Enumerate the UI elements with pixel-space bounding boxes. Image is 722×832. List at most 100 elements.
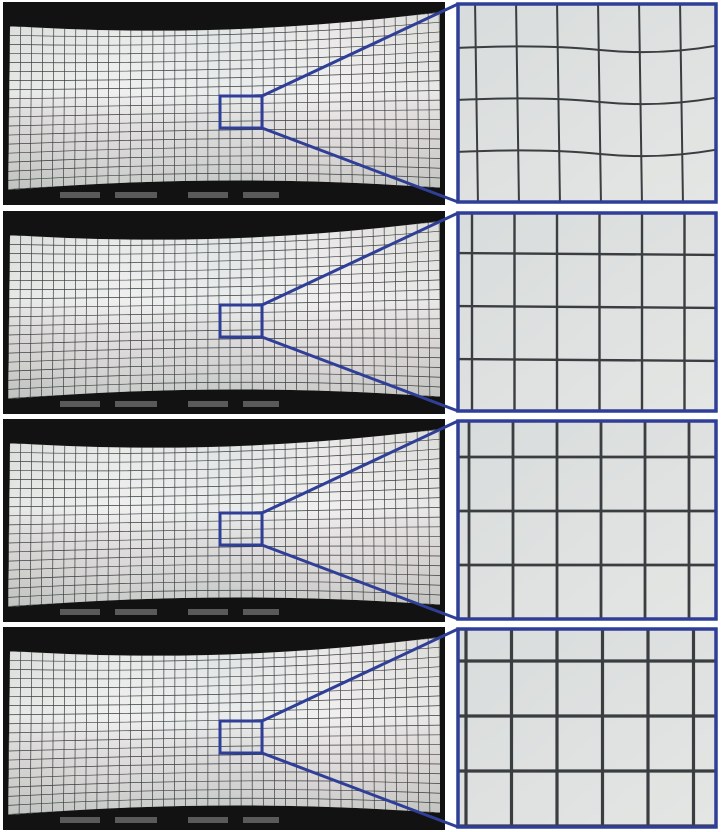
grid-line [8,457,440,472]
grid-line [8,438,440,454]
grid-line [8,762,440,770]
grid-line [8,487,440,499]
grid-line [438,221,440,399]
grid-line [8,364,440,373]
grid-line [8,60,440,72]
grid-line [8,328,440,336]
grid-line [458,304,716,310]
grid-line [8,355,440,363]
zoom-connector [261,627,459,723]
grid-line [163,221,165,399]
grid-line [8,31,440,46]
grid-line [8,536,440,544]
grid-line [8,269,440,281]
grid-line [85,429,88,607]
zoom-connector [261,126,459,204]
grid-line [163,429,165,607]
grid-line [40,637,44,815]
grid-line [51,221,55,399]
grid-line [427,221,431,399]
grid-line [8,771,440,779]
grid-line [29,637,33,815]
stand [60,192,100,198]
grid-line [151,221,154,399]
grid-line [328,637,331,815]
zoom-border [456,211,718,413]
grid-line [85,12,88,190]
stand [188,817,228,823]
grid-line [8,705,440,716]
grid-line [284,429,286,607]
grid-line [29,429,33,607]
grid-line [174,429,176,607]
grid-line [51,12,55,190]
screen-grid [8,12,440,190]
zoom-region [218,303,264,339]
grid-line [350,637,353,815]
grid-line [8,80,440,91]
stand [243,817,279,823]
grid-line [8,780,440,789]
grid-line [8,146,440,154]
grid-line [85,637,88,815]
stand [243,192,279,198]
panel-row [3,2,718,205]
grid-line [129,221,132,399]
panel-row [3,419,718,622]
grid-line [438,429,440,607]
grid-line [129,12,132,190]
grid-line [8,279,440,291]
stand [115,401,157,407]
grid-line [8,155,440,164]
grid-line [416,429,420,607]
grid-line [8,289,440,300]
grid-line [107,221,110,399]
grid-line [8,128,440,136]
grid-line [8,70,440,82]
grid-line [350,12,353,190]
grid-line [8,516,440,526]
grid-line [8,337,440,345]
grid-line [458,148,716,158]
grid-line [8,164,440,173]
grid-line [129,637,132,815]
grid-line [151,429,154,607]
grid-line [427,429,431,607]
grid-line [8,744,440,752]
grid-line [40,12,44,190]
grid-line [140,12,143,190]
grid-line [416,221,420,399]
screen-shade [8,429,440,607]
grid-line [8,656,440,671]
grid-line [174,221,176,399]
grid-line [74,637,77,815]
grid-line [458,357,716,363]
panel-row [3,627,718,830]
grid-line [8,308,440,318]
grid-line [328,429,331,607]
grid-line [8,497,440,508]
grid-line [74,12,77,190]
zoom-connector [261,543,459,621]
grid-line [140,637,143,815]
grid-line [458,251,716,257]
grid-line [107,12,110,190]
grid-line [597,4,602,202]
grid-line [556,4,561,202]
grid-line [8,724,440,734]
grid-line [8,21,440,37]
grid-line [63,221,66,399]
grid-line [29,12,33,190]
zoom-region [218,94,264,130]
grid-line [8,249,440,264]
grid-line [8,373,440,382]
grid-line [416,12,420,190]
grid-line [427,12,431,190]
grid-line [74,429,77,607]
grid-line [8,665,440,680]
grid-line [8,240,440,255]
grid-line [29,221,33,399]
grid-line [96,221,99,399]
grid-line [118,637,121,815]
grid-line [8,119,440,127]
